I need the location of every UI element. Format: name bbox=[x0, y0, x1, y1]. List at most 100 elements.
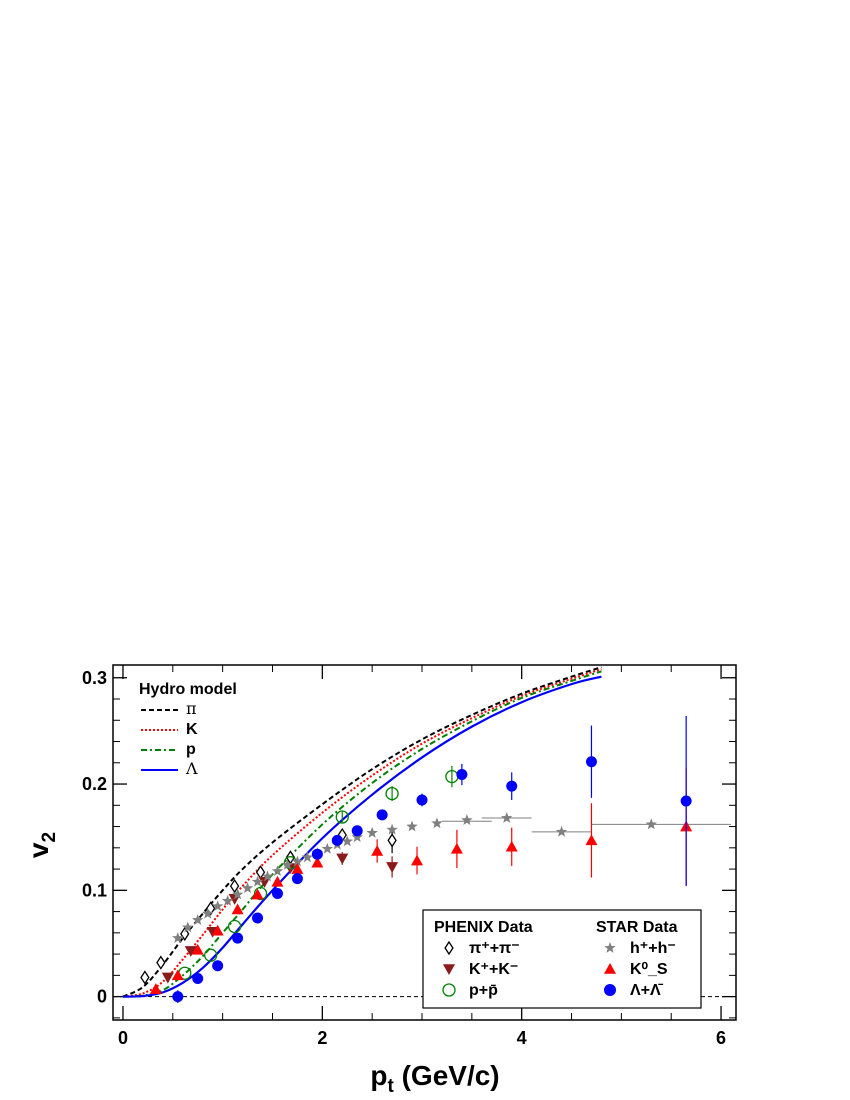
y-axis-ticks: 0 0.1 0.2 0.3 bbox=[82, 668, 736, 1019]
data-point bbox=[221, 894, 234, 906]
data-point bbox=[182, 921, 194, 933]
data-point bbox=[585, 756, 597, 768]
hydro-curve-lambda bbox=[122, 675, 602, 998]
data-point bbox=[149, 983, 162, 994]
hydro-legend-label: p bbox=[186, 741, 196, 758]
data-point bbox=[180, 926, 190, 942]
legend-marker bbox=[604, 984, 616, 996]
data-point bbox=[253, 886, 268, 901]
data-point bbox=[271, 875, 284, 887]
data-point bbox=[585, 834, 598, 846]
data-point bbox=[291, 863, 304, 874]
data-point bbox=[645, 818, 657, 830]
y-tick-label: 0.3 bbox=[82, 668, 107, 688]
y-tick-label: 0 bbox=[97, 987, 107, 1007]
data-point bbox=[192, 914, 204, 925]
x-tick-label: 4 bbox=[517, 1028, 527, 1048]
data-point bbox=[281, 858, 294, 870]
star-legend-label: Λ+Λ̄ bbox=[630, 982, 664, 999]
data-point bbox=[140, 970, 150, 985]
data-legend-box bbox=[422, 909, 702, 1009]
data-point bbox=[271, 865, 284, 877]
data-point bbox=[416, 794, 428, 806]
data-point bbox=[411, 854, 424, 866]
data-point bbox=[156, 955, 166, 970]
data-point bbox=[366, 826, 378, 838]
y-tick-label: 0.2 bbox=[82, 774, 107, 794]
star-legend-label: h⁺+h⁻ bbox=[630, 940, 676, 957]
x-axis-title-main: p bbox=[370, 1060, 387, 1091]
data-point bbox=[386, 823, 398, 835]
x-axis-ticks: 0 2 4 6 bbox=[118, 665, 726, 1048]
data-point bbox=[192, 973, 204, 985]
data-point bbox=[204, 948, 218, 962]
data-point bbox=[351, 825, 363, 837]
data-point bbox=[231, 903, 244, 915]
hydro-legend-label: π bbox=[186, 699, 197, 718]
data-point bbox=[555, 825, 568, 837]
data-point bbox=[376, 809, 388, 821]
legend-marker bbox=[604, 942, 616, 953]
phenix-legend-label: p+p̄ bbox=[469, 982, 498, 999]
phenix-legend-label: K⁺+K⁻ bbox=[469, 961, 518, 978]
data-point bbox=[371, 845, 384, 856]
data-point bbox=[321, 842, 334, 854]
series-phenix-pion bbox=[140, 827, 397, 985]
data-point bbox=[311, 856, 324, 868]
data-point bbox=[506, 780, 518, 792]
plot-frame bbox=[112, 664, 737, 1021]
data-point bbox=[680, 795, 692, 807]
data-point bbox=[291, 873, 303, 885]
data-point bbox=[301, 851, 314, 863]
data-point bbox=[341, 835, 353, 847]
data-point bbox=[184, 946, 197, 957]
hydro-curve-proton bbox=[122, 670, 602, 998]
data-point bbox=[251, 888, 264, 900]
data-point bbox=[431, 817, 443, 829]
data-point bbox=[229, 878, 240, 894]
data-point bbox=[271, 888, 283, 900]
phenix-legend-title: PHENIX Data bbox=[434, 919, 533, 936]
x-axis-title-rest: (GeV/c) bbox=[394, 1060, 500, 1091]
data-point bbox=[227, 919, 242, 934]
data-point bbox=[461, 814, 473, 826]
y-axis-title-sub: 2 bbox=[39, 832, 60, 843]
data-point bbox=[232, 932, 244, 944]
x-tick-label: 2 bbox=[317, 1028, 327, 1048]
series-star-hadron bbox=[172, 812, 732, 944]
hydro-legend-label: K bbox=[186, 721, 198, 738]
y-tick-label: 0.1 bbox=[82, 880, 107, 900]
data-point bbox=[406, 820, 418, 832]
data-point bbox=[387, 833, 397, 848]
data-legend: PHENIX Data STAR Data π⁺+π⁻ K⁺+K⁻ p+p̄ h⁺+h… bbox=[422, 909, 702, 1009]
hydro-curve-pion bbox=[122, 666, 602, 998]
y-axis-title-main: v bbox=[23, 842, 54, 858]
data-point bbox=[385, 786, 399, 801]
data-point bbox=[161, 972, 174, 984]
legend-marker bbox=[444, 940, 454, 956]
legend-marker bbox=[604, 963, 616, 974]
data-point bbox=[261, 870, 274, 882]
data-point bbox=[335, 810, 349, 824]
data-point bbox=[191, 943, 204, 955]
data-series bbox=[140, 716, 732, 1003]
data-point bbox=[241, 882, 254, 894]
data-point bbox=[258, 877, 271, 888]
data-point bbox=[386, 862, 399, 873]
x-tick-label: 6 bbox=[716, 1028, 726, 1048]
data-point bbox=[171, 969, 184, 981]
data-point bbox=[211, 900, 224, 912]
data-point bbox=[252, 912, 264, 924]
x-axis-title-sub: t bbox=[387, 1076, 394, 1097]
data-point bbox=[201, 907, 214, 919]
data-point bbox=[231, 888, 244, 900]
data-point bbox=[456, 768, 468, 780]
data-point bbox=[172, 991, 184, 1003]
data-point bbox=[331, 834, 343, 846]
data-point bbox=[450, 842, 463, 854]
x-tick-label: 0 bbox=[118, 1028, 128, 1048]
x-axis-title: pt (GeV/c) bbox=[370, 1060, 499, 1097]
data-point bbox=[291, 855, 304, 867]
